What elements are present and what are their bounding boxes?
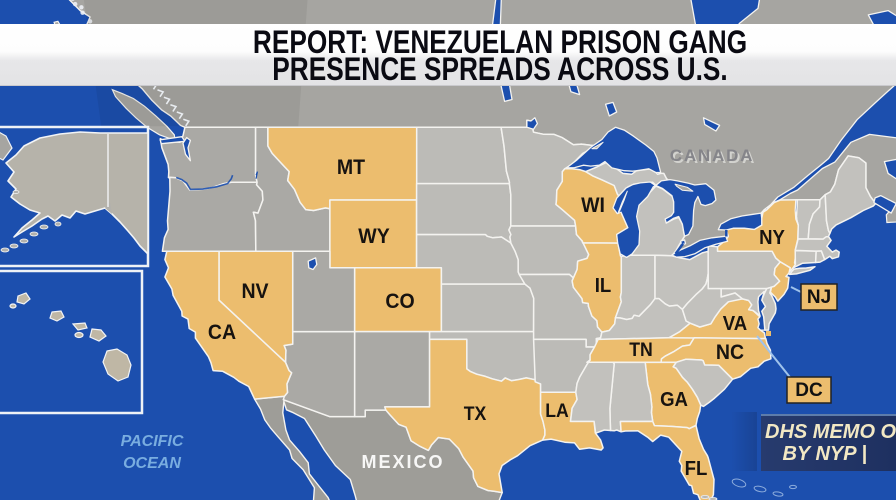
svg-text:FL: FL	[685, 458, 708, 480]
svg-text:CANADA: CANADA	[672, 148, 756, 167]
svg-text:NV: NV	[241, 280, 269, 303]
svg-text:DC: DC	[795, 380, 823, 401]
svg-text:MEXICO: MEXICO	[361, 452, 444, 472]
svg-text:MT: MT	[337, 156, 366, 179]
svg-text:NC: NC	[716, 341, 745, 364]
svg-text:CA: CA	[208, 321, 237, 344]
svg-text:CANADA: CANADA	[670, 146, 754, 165]
svg-text:VA: VA	[723, 313, 747, 335]
svg-text:TX: TX	[464, 402, 487, 424]
svg-text:WI: WI	[581, 194, 605, 217]
svg-text:NY: NY	[759, 227, 785, 249]
svg-text:NJ: NJ	[807, 287, 831, 308]
svg-text:IL: IL	[595, 275, 612, 297]
svg-text:WY: WY	[358, 225, 390, 248]
svg-text:PACIFIC: PACIFIC	[121, 433, 184, 450]
svg-text:LA: LA	[545, 399, 569, 421]
svg-text:OCEAN: OCEAN	[123, 455, 181, 472]
svg-text:TN: TN	[629, 338, 653, 360]
svg-text:CO: CO	[385, 290, 414, 313]
svg-text:GA: GA	[660, 389, 688, 411]
